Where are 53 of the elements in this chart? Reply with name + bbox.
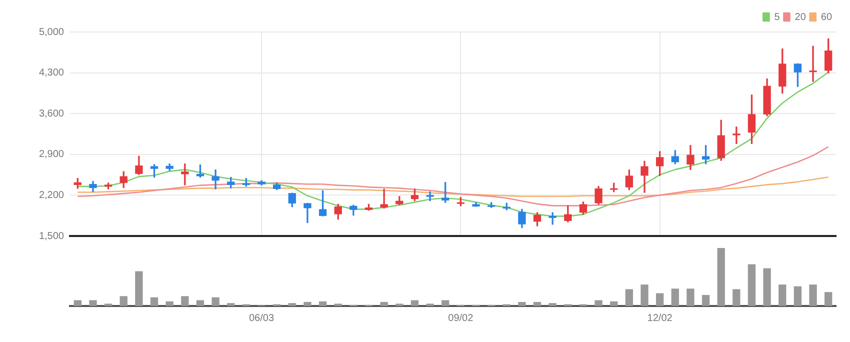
bar <box>794 286 802 306</box>
bar <box>135 271 143 306</box>
bar <box>686 288 694 306</box>
y-tick-label: 2,900 <box>38 149 64 160</box>
bar <box>548 303 556 306</box>
bar <box>778 284 786 306</box>
y-tick-label: 3,600 <box>38 108 64 120</box>
bar <box>640 284 648 306</box>
candlestick <box>212 170 220 190</box>
x-tick-label: 06/03 <box>248 312 274 324</box>
bar <box>410 300 419 306</box>
candlestick <box>732 126 740 144</box>
y-tick-label: 5,000 <box>38 26 64 38</box>
bar <box>717 248 725 306</box>
bar <box>671 288 679 306</box>
bar <box>809 284 817 306</box>
bar <box>227 303 235 306</box>
bar <box>166 301 174 306</box>
bar <box>150 297 158 306</box>
bar <box>318 301 327 306</box>
bar <box>288 303 296 306</box>
x-tick-label: 09/02 <box>448 312 474 324</box>
y-tick-label: 2,200 <box>38 190 64 201</box>
y-tick-label: 4,300 <box>38 68 64 79</box>
bar <box>380 302 388 306</box>
bar <box>625 289 634 306</box>
x-tick-label: 12/02 <box>647 312 673 324</box>
bar <box>442 300 450 306</box>
bar <box>763 268 771 306</box>
bar <box>74 300 82 306</box>
candlestick <box>380 188 388 209</box>
bar <box>120 296 128 306</box>
bar <box>304 302 312 306</box>
bar <box>181 296 189 306</box>
candlestick <box>809 46 817 82</box>
legend-label: 60 <box>820 12 832 23</box>
legend-label: 20 <box>794 12 806 23</box>
bar <box>518 302 526 306</box>
y-tick-label: 1,500 <box>38 230 64 242</box>
candlestick <box>304 202 312 223</box>
bar <box>212 297 220 306</box>
bar <box>89 300 97 306</box>
bar <box>610 301 618 306</box>
bar <box>656 293 664 306</box>
candlestick <box>426 191 434 202</box>
bar <box>594 300 602 306</box>
bar <box>702 294 710 306</box>
legend-label: 5 <box>774 12 780 23</box>
bar <box>533 302 542 306</box>
bar <box>732 289 740 306</box>
bar <box>196 300 204 306</box>
bar <box>748 264 756 306</box>
bar <box>824 292 832 306</box>
